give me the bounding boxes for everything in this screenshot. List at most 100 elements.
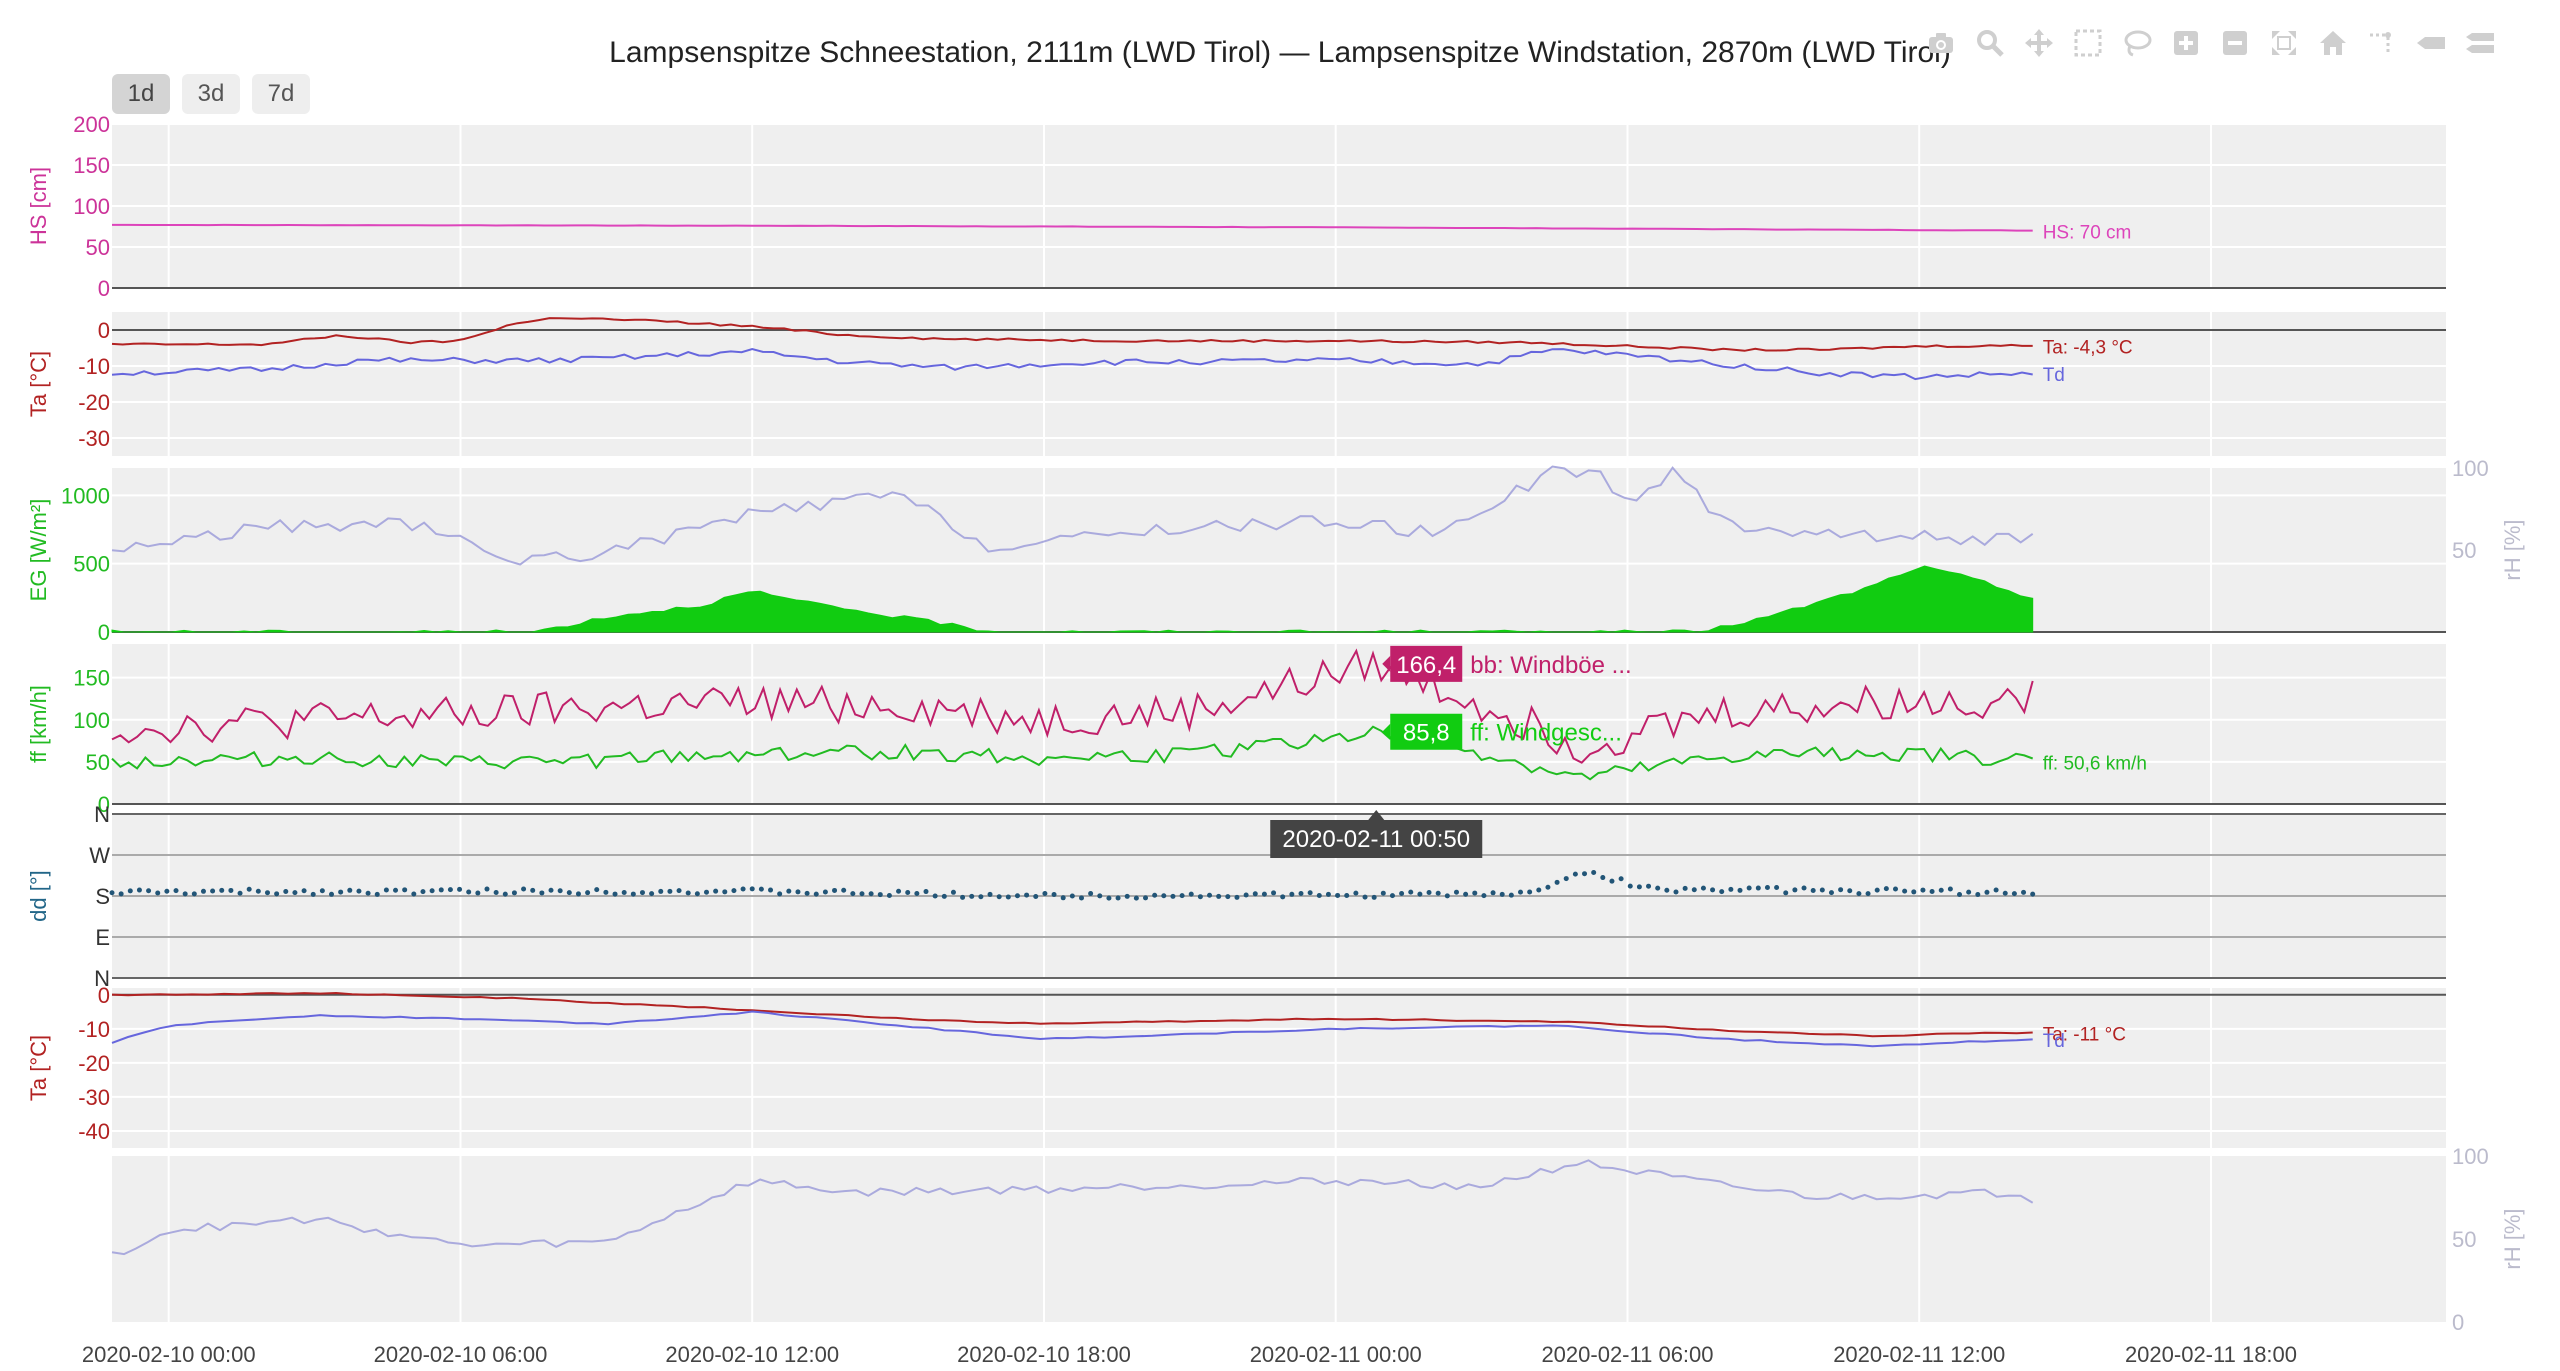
series-point-dd bbox=[1874, 887, 1880, 893]
series-point-dd bbox=[347, 887, 353, 893]
series-point-dd bbox=[841, 887, 847, 893]
series-point-dd bbox=[1728, 886, 1734, 892]
series-point-dd bbox=[1298, 890, 1304, 896]
panel-ta2: 0 -10 -20 -30 -40 Ta [°C] Ta: -11 °CTd bbox=[26, 983, 2446, 1148]
y-tick-label: 0 bbox=[98, 318, 110, 343]
series-point-dd bbox=[1069, 893, 1075, 899]
compare-hover-icon[interactable] bbox=[2412, 24, 2450, 62]
box-select-icon[interactable] bbox=[2069, 24, 2107, 62]
series-point-dd bbox=[1582, 871, 1588, 877]
series-point-dd bbox=[603, 889, 609, 895]
zoom-out-icon[interactable] bbox=[2216, 24, 2254, 62]
y-tick-label: 0 bbox=[98, 983, 110, 1008]
series-line-Ta bbox=[111, 991, 2033, 1038]
series-point-dd bbox=[1600, 875, 1606, 881]
y-tick-label: 200 bbox=[73, 112, 110, 137]
series-point-dd bbox=[1838, 887, 1844, 893]
series-point-dd bbox=[1609, 878, 1615, 884]
y-tick-label: S bbox=[95, 884, 110, 909]
y-axis-label: EG [W/m²] bbox=[26, 499, 51, 602]
series-point-dd bbox=[768, 887, 774, 893]
series-point-dd bbox=[1563, 876, 1569, 882]
y-tick-label: 150 bbox=[73, 666, 110, 691]
range-button-7d[interactable]: 7d bbox=[252, 74, 310, 114]
series-point-dd bbox=[1170, 893, 1176, 899]
hover-tooltip: 166,4 bb: Windböe ... 85,8 ff: Windgesc... 2… bbox=[1270, 645, 1632, 858]
series-point-dd bbox=[649, 891, 655, 897]
autoscale-icon[interactable] bbox=[2265, 24, 2303, 62]
range-button-3d[interactable]: 3d bbox=[182, 74, 240, 114]
pan-icon[interactable] bbox=[2020, 24, 2058, 62]
series-point-dd bbox=[301, 888, 307, 894]
y2-tick-label: 50 bbox=[2452, 538, 2476, 563]
series-point-dd bbox=[1929, 888, 1935, 894]
panel-background bbox=[112, 312, 2446, 456]
y-tick-label: 500 bbox=[73, 552, 110, 577]
series-point-dd bbox=[1316, 893, 1322, 899]
series-line-ff bbox=[111, 725, 2034, 781]
series-point-dd bbox=[1106, 895, 1112, 901]
series-point-dd bbox=[1124, 893, 1130, 899]
series-end-label: Td bbox=[2043, 365, 2065, 386]
series-point-dd bbox=[740, 886, 746, 892]
series-point-dd bbox=[1883, 886, 1889, 892]
series-point-dd bbox=[511, 890, 517, 896]
series-point-dd bbox=[237, 890, 243, 896]
series-point-dd bbox=[630, 891, 636, 897]
zoom-icon[interactable] bbox=[1971, 24, 2009, 62]
y-tick-label: -30 bbox=[78, 426, 110, 451]
series-point-dd bbox=[877, 892, 883, 898]
series-point-dd bbox=[1225, 894, 1231, 900]
series-point-dd bbox=[274, 891, 280, 897]
series-point-dd bbox=[612, 891, 618, 897]
home-icon[interactable] bbox=[2314, 24, 2352, 62]
panel-hs: 0 50 100 150 200 HS [cm] HS: 70 cm bbox=[26, 112, 2446, 301]
zoom-in-icon[interactable] bbox=[2167, 24, 2205, 62]
series-point-dd bbox=[1408, 889, 1414, 895]
series-point-dd bbox=[1490, 890, 1496, 896]
series-point-dd bbox=[383, 887, 389, 893]
series-point-dd bbox=[1508, 892, 1514, 898]
series-point-dd bbox=[502, 891, 508, 897]
series-point-dd bbox=[859, 891, 865, 897]
series-point-dd bbox=[1947, 886, 1953, 892]
series-point-dd bbox=[1819, 887, 1825, 893]
series-point-dd bbox=[1444, 893, 1450, 899]
series-point-dd bbox=[1810, 888, 1816, 894]
series-point-dd bbox=[1362, 894, 1368, 900]
series-point-dd bbox=[1234, 894, 1240, 900]
series-point-dd bbox=[575, 891, 581, 897]
hover-pointer bbox=[1382, 655, 1391, 672]
closest-hover-icon[interactable] bbox=[2461, 24, 2499, 62]
lasso-icon[interactable] bbox=[2118, 24, 2156, 62]
series-point-dd bbox=[1518, 889, 1524, 895]
series-point-dd bbox=[228, 887, 234, 893]
series-point-dd bbox=[1892, 886, 1898, 892]
series-point-dd bbox=[219, 887, 225, 893]
series-point-dd bbox=[996, 894, 1002, 900]
series-point-dd bbox=[777, 891, 783, 897]
series-point-dd bbox=[713, 888, 719, 894]
camera-icon[interactable] bbox=[1922, 24, 1960, 62]
series-point-dd bbox=[1426, 890, 1432, 896]
series-point-dd bbox=[1545, 884, 1551, 890]
series-point-dd bbox=[548, 887, 554, 893]
series-point-dd bbox=[923, 889, 929, 895]
y-tick-label: 50 bbox=[86, 750, 110, 775]
series-point-dd bbox=[1325, 891, 1331, 897]
series-point-dd bbox=[118, 891, 124, 897]
series-point-dd bbox=[210, 888, 216, 894]
y2-tick-label: 50 bbox=[2452, 1227, 2476, 1252]
spike-lines-icon[interactable] bbox=[2363, 24, 2401, 62]
series-point-dd bbox=[1078, 895, 1084, 901]
series-point-dd bbox=[475, 890, 481, 896]
series-point-dd bbox=[420, 889, 426, 895]
panel-background bbox=[112, 1156, 2446, 1322]
series-point-dd bbox=[255, 888, 261, 894]
range-button-1d[interactable]: 1d bbox=[112, 74, 170, 114]
series-point-dd bbox=[658, 888, 664, 894]
series-point-dd bbox=[914, 891, 920, 897]
series-point-dd bbox=[557, 888, 563, 894]
